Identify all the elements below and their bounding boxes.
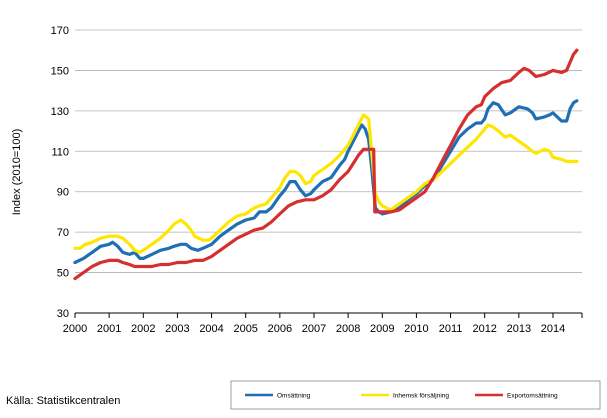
x-tick-label: 2006 [268, 323, 292, 335]
legend-box [230, 380, 601, 410]
x-tick-label: 2003 [165, 323, 189, 335]
x-tick-label: 2001 [97, 323, 121, 335]
series-line [73, 99, 579, 265]
x-tick-label: 2002 [131, 323, 155, 335]
y-tick-label: 30 [57, 308, 69, 320]
y-axis-title: Index (2010=100) [11, 129, 23, 216]
y-tick-label: 70 [57, 227, 69, 239]
x-tick-label: 2007 [302, 323, 326, 335]
y-tick-label: 130 [51, 106, 69, 118]
legend-label: Omsättning [277, 393, 311, 400]
series-line [73, 113, 579, 254]
axes: 30 50 70 90 110 130 150 170 2000 2001 2002 2003 2004… [51, 25, 583, 335]
y-tick-label: 90 [57, 187, 69, 199]
x-tick-label: 2009 [370, 323, 394, 335]
plot-area [75, 30, 582, 313]
x-tick-label: 2013 [507, 323, 531, 335]
x-tick-label: 2005 [233, 323, 257, 335]
x-tick-label: 2004 [199, 323, 223, 335]
y-tick-label: 170 [51, 25, 69, 37]
legend: Omsättning Inhemsk försäljning Exportomsät… [245, 393, 558, 400]
source-note: Källa: Statistikcentralen [6, 395, 120, 407]
x-tick-label: 2008 [336, 323, 360, 335]
x-tick-label: 2012 [472, 323, 496, 335]
legend-label: Inhemsk försäljning [393, 393, 449, 400]
y-tick-label: 50 [57, 268, 69, 280]
x-tick-label: 2011 [439, 323, 463, 335]
y-tick-label: 110 [51, 146, 69, 158]
y-tick-label: 150 [51, 65, 69, 77]
x-tick-label: 2010 [404, 323, 428, 335]
series-lines [73, 48, 579, 281]
series-line [73, 48, 579, 281]
legend-label: Exportomsättning [507, 393, 558, 400]
x-tick-label: 2014 [541, 323, 565, 335]
x-tick-label: 2000 [63, 323, 87, 335]
